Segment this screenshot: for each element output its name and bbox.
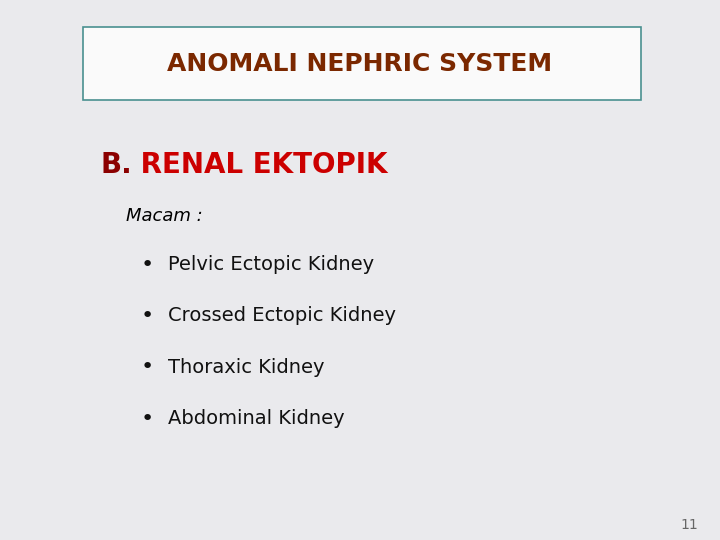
Text: ANOMALI NEPHRIC SYSTEM: ANOMALI NEPHRIC SYSTEM [168,52,552,76]
Text: B.: B. [101,151,132,179]
Text: •: • [140,306,153,326]
Text: 11: 11 [680,518,698,532]
Text: Abdominal Kidney: Abdominal Kidney [168,409,344,428]
Text: Pelvic Ectopic Kidney: Pelvic Ectopic Kidney [168,255,374,274]
Text: Crossed Ectopic Kidney: Crossed Ectopic Kidney [168,306,396,326]
Text: •: • [140,357,153,377]
Text: Thoraxic Kidney: Thoraxic Kidney [168,357,324,377]
Text: •: • [140,254,153,275]
Text: •: • [140,408,153,429]
Text: Macam :: Macam : [126,207,203,225]
Text: RENAL EKTOPIK: RENAL EKTOPIK [131,151,387,179]
FancyBboxPatch shape [83,27,641,100]
